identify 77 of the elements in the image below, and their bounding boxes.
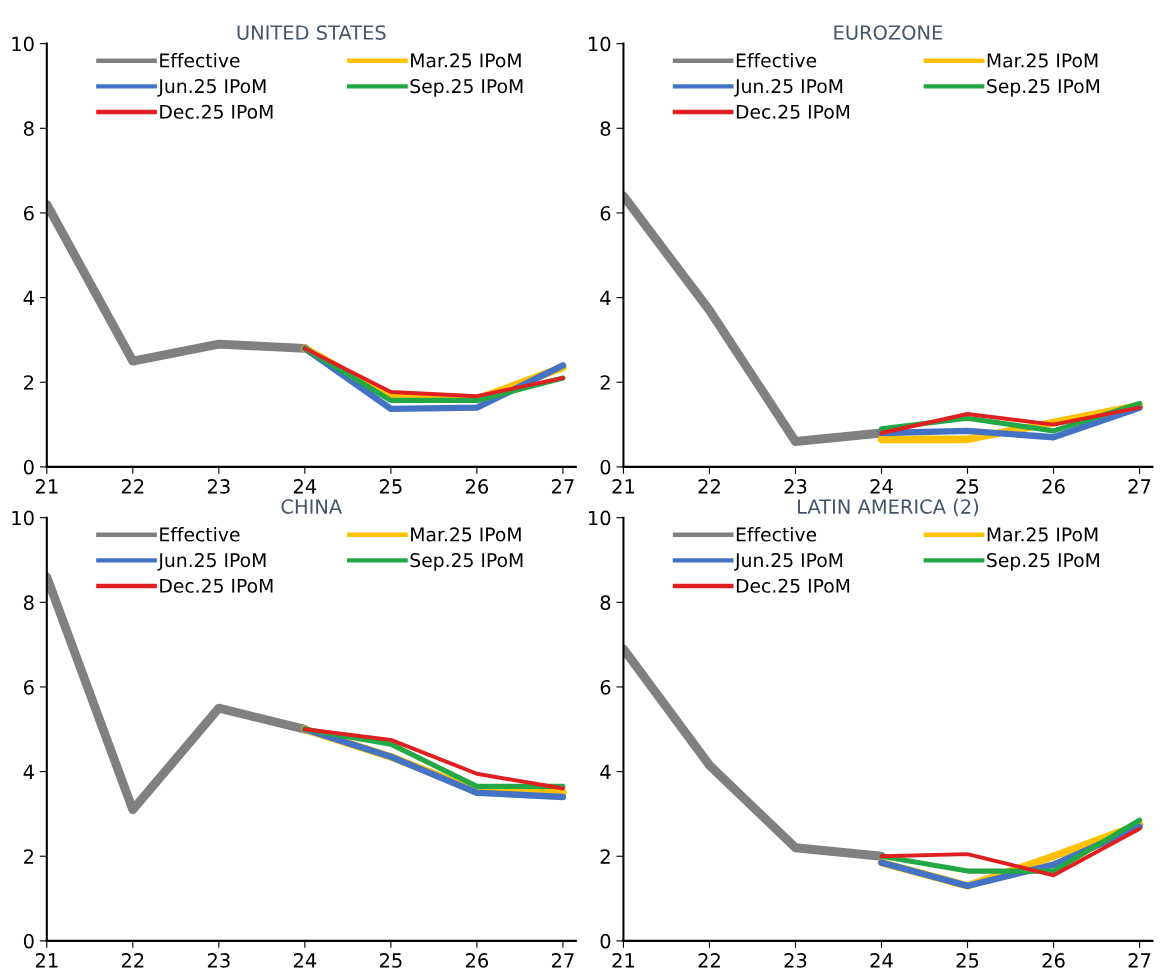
legend-label: Jun.25 IPoM [734,79,843,97]
x-tick-label: 22 [698,479,720,494]
x-tick-label: 27 [1128,479,1151,494]
x-tick-label: 27 [1128,953,1151,968]
x-tick-label: 22 [121,479,144,494]
y-tick-label: 0 [600,933,611,949]
y-tick-label: 2 [24,849,34,864]
x-tick-label: 24 [293,479,317,494]
y-tick-label: 10 [12,36,34,52]
y-tick-label: 2 [24,375,34,390]
x-tick-label: 22 [698,953,720,968]
y-tick-label: 6 [600,205,611,221]
line-series [879,826,1142,878]
legend-label: Jun.25 IPoM [157,79,266,97]
y-tick-label: 6 [23,205,34,221]
x-tick-label: 25 [956,479,979,494]
x-tick-label: 24 [870,953,893,968]
y-tick-label: 8 [600,595,611,610]
x-tick-label: 27 [551,479,574,494]
x-tick-label: 21 [612,953,635,968]
x-tick-label: 22 [121,953,144,968]
x-tick-label: 23 [784,953,807,968]
legend-label: Effective [160,527,240,542]
x-tick-label: 23 [207,953,230,968]
y-tick-label: 2 [600,375,610,390]
chart-title: CHINA [281,499,343,514]
y-tick-label: 4 [600,290,611,305]
legend-label: Effective [736,53,817,68]
legend-label: Sep.25 IPoM [987,79,1099,97]
y-tick-label: 10 [12,510,34,526]
legend-label: Mar.25 IPoM [987,53,1098,68]
y-tick-label: 0 [23,933,34,949]
x-tick-label: 26 [465,479,489,494]
y-tick-label: 4 [600,764,611,779]
legend-label: Mar.25 IPoM [411,527,521,542]
legend-label: Dec.25 IPoM [736,578,850,593]
legend-label: Sep.25 IPoM [987,553,1099,571]
x-tick-label: 23 [784,479,807,494]
x-tick-label: 24 [293,953,317,968]
x-tick-label: 24 [870,479,893,494]
legend-label: Jun.25 IPoM [157,553,266,571]
legend-label: Mar.25 IPoM [987,527,1098,542]
y-tick-label: 2 [600,849,610,864]
x-tick-label: 21 [35,953,58,968]
x-tick-label: 26 [465,953,489,968]
chart-title: EUROZONE [834,25,943,40]
y-tick-label: 10 [589,36,611,52]
y-tick-label: 4 [23,764,34,779]
legend-label: Dec.25 IPoM [736,104,850,119]
legend-label: Mar.25 IPoM [411,53,521,68]
y-tick-label: 0 [23,459,34,475]
x-tick-label: 25 [956,953,979,968]
y-tick-label: 8 [23,121,34,136]
legend-label: Effective [736,527,817,542]
x-tick-label: 21 [35,479,58,494]
y-tick-label: 8 [600,121,611,136]
y-tick-label: 6 [23,679,34,695]
y-tick-label: 0 [600,459,611,475]
x-tick-label: 23 [207,479,230,494]
x-tick-label: 25 [379,479,402,494]
y-tick-label: 10 [589,510,611,526]
chart-title: LATIN AMERICA (2) [798,498,979,517]
x-tick-label: 26 [1042,953,1065,968]
legend-label: Sep.25 IPoM [410,79,523,97]
y-tick-label: 6 [600,679,611,695]
legend-label: Sep.25 IPoM [410,553,523,571]
x-tick-label: 26 [1042,479,1065,494]
y-tick-label: 4 [23,290,34,305]
x-tick-label: 21 [612,479,635,494]
x-tick-label: 25 [379,953,402,968]
legend-label: Effective [160,53,240,68]
x-tick-label: 27 [551,953,574,968]
legend-label: Dec.25 IPoM [160,578,273,593]
chart-title: UNITED STATES [237,25,386,40]
y-tick-label: 8 [23,595,34,610]
legend-label: Jun.25 IPoM [734,553,843,571]
legend-label: Dec.25 IPoM [160,104,273,119]
